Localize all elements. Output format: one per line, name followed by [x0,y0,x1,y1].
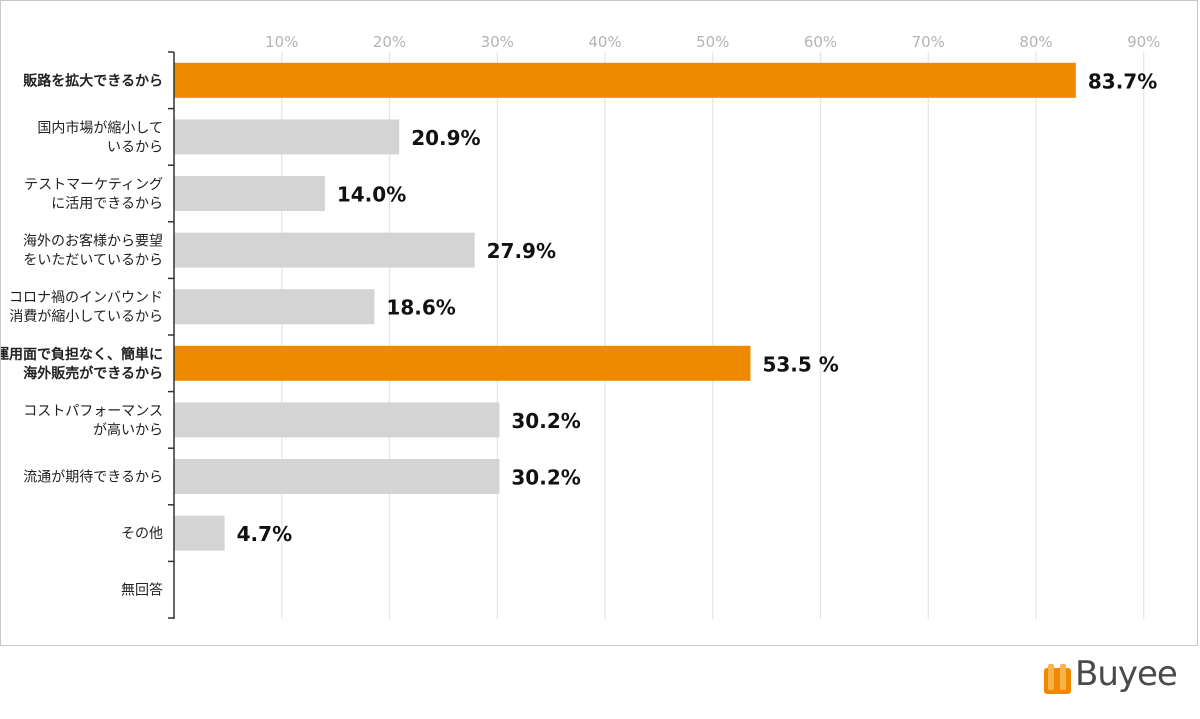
bar-value-label: 18.6% [386,296,455,320]
bar-value-label: 14.0% [337,183,406,207]
bar-value-label: 4.7% [237,522,292,546]
bar-value-label: 30.2% [511,409,580,433]
bar-value-label: 27.9% [487,239,556,263]
category-label: その他 [121,526,163,542]
bar-value-label: 53.5 % [762,352,838,376]
category-label: 国内市場が縮小しているから [37,119,163,155]
category-label: 流通が期待できるから [23,470,163,486]
x-tick-label: 30% [481,33,514,51]
buyee-box-icon [1044,664,1071,694]
bar [174,402,500,438]
x-tick-label: 60% [804,33,837,51]
bar [174,62,1076,98]
category-label: テストマーケティングに活用できるから [24,177,163,212]
bar [174,232,475,268]
bar [174,119,400,155]
x-tick-label: 10% [265,33,298,51]
chart-frame: 10% 20% 30% 40% 50% 60% 70% 80% 90% 83.7% 販路を拡大できる… [0,0,1198,646]
buyee-logo: Buyee [1043,654,1193,707]
bar-chart: 10% 20% 30% 40% 50% 60% 70% 80% 90% 83.7% 販路を拡大できる… [1,33,1160,619]
buyee-logo-text: Buyee [1075,654,1178,694]
category-label: 無回答 [121,582,163,599]
bar [174,515,225,551]
category-label: コロナ禍のインバウンド消費が縮小しているから [9,290,163,325]
bar-value-label: 83.7% [1088,69,1157,93]
x-tick-label: 50% [696,33,729,51]
x-tick-label: 20% [373,33,406,51]
bar-value-label: 20.9% [411,126,480,150]
bar [174,176,325,211]
category-label: 販路を拡大できるから [23,72,163,89]
x-tick-label: 80% [1019,33,1052,51]
category-label: 運用面で負担なく、簡単に海外販売ができるから [1,346,163,382]
bar [174,459,500,494]
x-tick-label: 70% [912,33,945,51]
x-tick-label: 90% [1127,33,1160,51]
bar [174,289,375,325]
category-label: 海外のお客様から要望をいただいているから [23,233,163,269]
category-label: コストパフォーマンスが高いから [23,403,163,438]
x-tick-label: 40% [588,33,621,51]
bar [174,345,751,381]
bar-value-label: 30.2% [511,466,580,490]
